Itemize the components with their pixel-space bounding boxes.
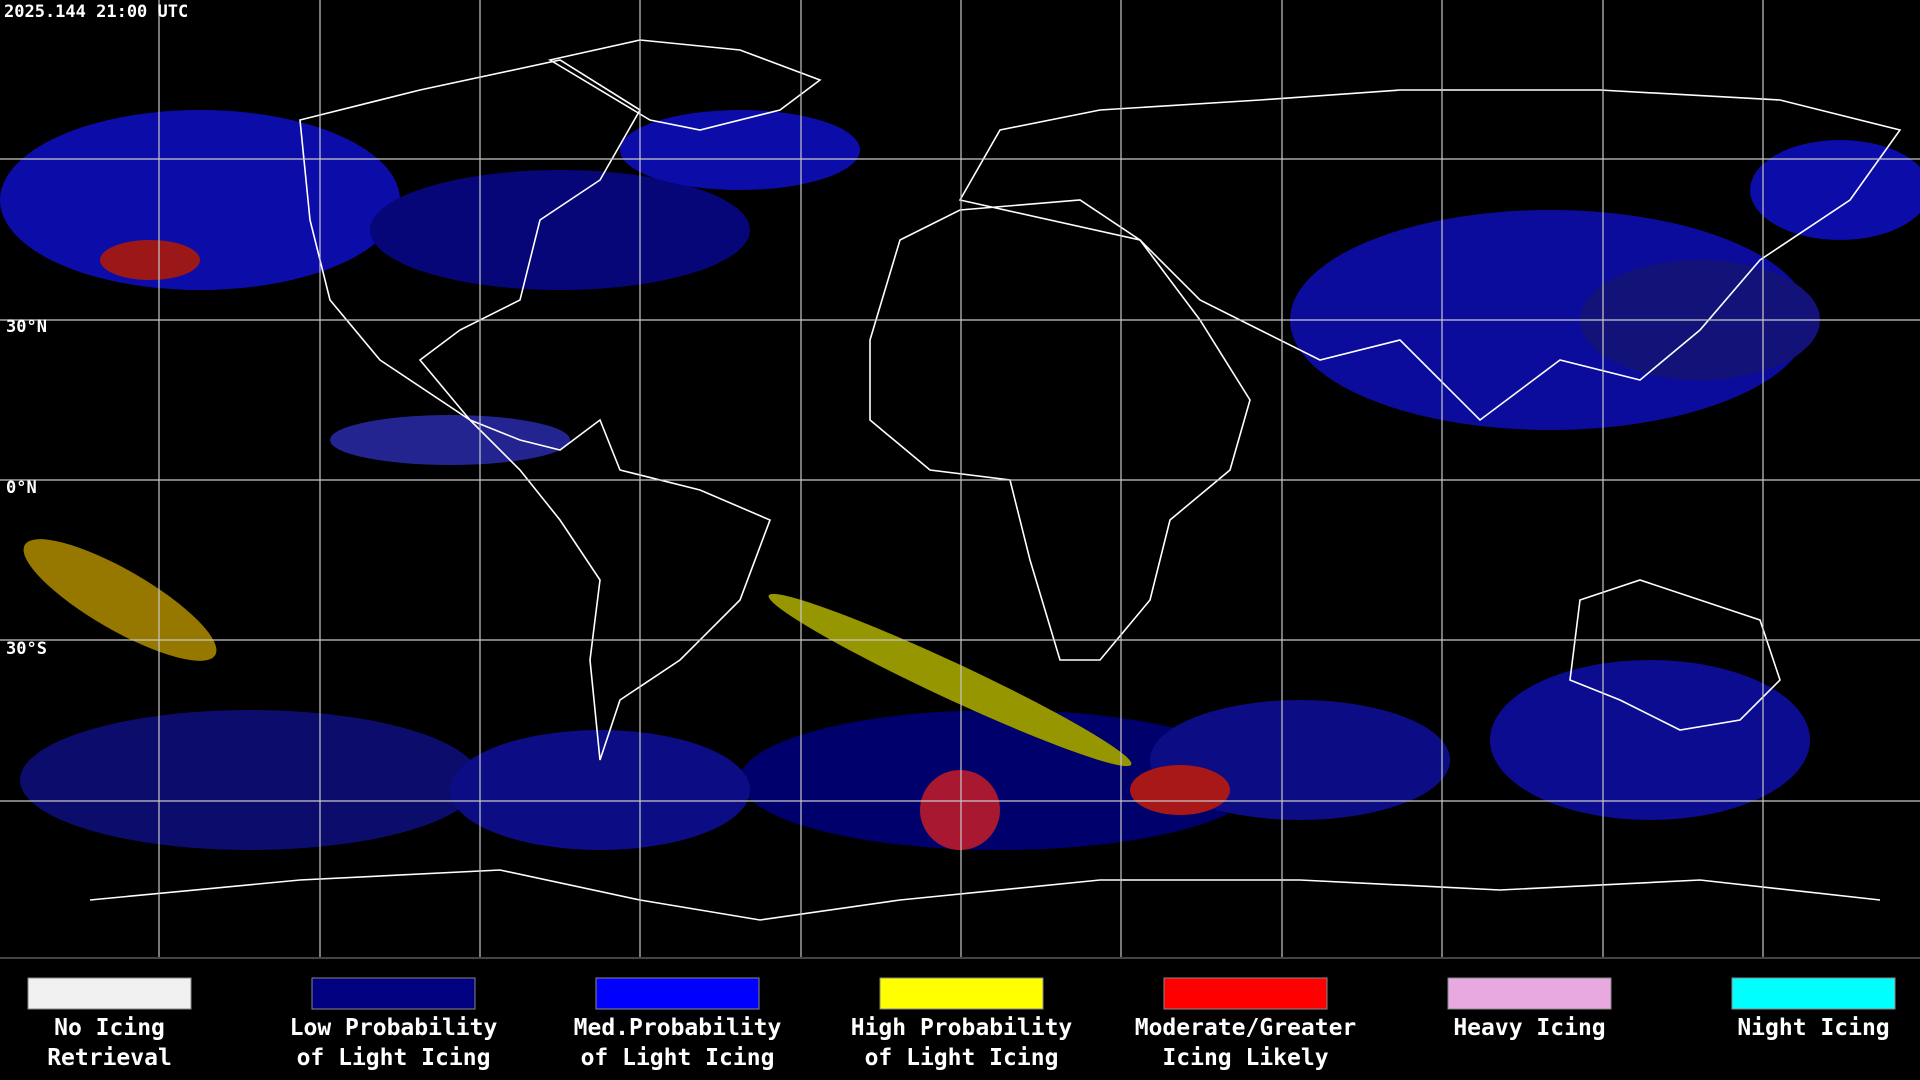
legend-swatch xyxy=(1447,977,1612,1010)
legend: No Icing Retrieval Low Probability of Light… xyxy=(27,977,1896,1071)
legend-swatch xyxy=(1731,977,1896,1010)
graticule xyxy=(0,0,1920,957)
legend-label: Low Probability xyxy=(290,1015,498,1041)
legend-label: No Icing xyxy=(54,1015,165,1041)
legend-label: High Probability xyxy=(851,1015,1073,1041)
coastline xyxy=(89,869,1881,921)
legend-label: Night Icing xyxy=(1737,1015,1889,1041)
legend-label: of Light Icing xyxy=(581,1045,775,1071)
icing-area xyxy=(920,770,1000,850)
data-field xyxy=(0,110,1920,850)
legend-swatch xyxy=(879,977,1044,1010)
icing-area xyxy=(768,593,1132,767)
legend-swatch xyxy=(595,977,760,1010)
coastline xyxy=(299,59,772,761)
legend-label: Med.Probability xyxy=(574,1015,782,1041)
icing-area xyxy=(450,730,750,850)
legend-label: of Light Icing xyxy=(297,1045,491,1071)
icing-area xyxy=(740,710,1260,850)
legend-label: Retrieval xyxy=(47,1045,172,1071)
icing-area xyxy=(370,170,750,290)
timestamp: 2025.144 21:00 UTC xyxy=(4,2,188,22)
coastline xyxy=(958,89,1902,422)
icing-area xyxy=(1130,765,1230,815)
latitude-labels: 30°N 0°N 30°S xyxy=(6,317,47,659)
icing-area xyxy=(20,710,480,850)
legend-label: Heavy Icing xyxy=(1453,1015,1605,1041)
coastline xyxy=(1569,579,1781,731)
coastline xyxy=(547,39,822,131)
icing-area xyxy=(0,110,400,290)
legend-swatch xyxy=(27,977,192,1010)
icing-area xyxy=(1750,140,1920,240)
legend-swatch xyxy=(311,977,476,1010)
latitude-label: 30°S xyxy=(6,639,47,659)
icing-area xyxy=(100,240,200,280)
icing-area xyxy=(620,110,860,190)
coastline xyxy=(869,199,1251,661)
icing-area xyxy=(23,539,217,661)
legend-label: of Light Icing xyxy=(865,1045,1059,1071)
legend-label: Icing Likely xyxy=(1162,1045,1328,1071)
legend-label: Moderate/Greater xyxy=(1135,1015,1357,1041)
latitude-label: 0°N xyxy=(6,478,37,498)
icing-area xyxy=(1490,660,1810,820)
latitude-label: 30°N xyxy=(6,317,47,337)
coastlines xyxy=(89,39,1902,921)
legend-swatch xyxy=(1163,977,1328,1010)
icing-area xyxy=(330,415,570,465)
